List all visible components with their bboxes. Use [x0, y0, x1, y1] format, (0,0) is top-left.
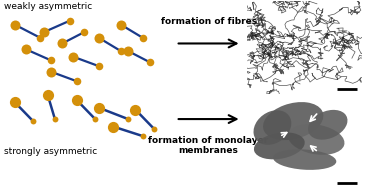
Point — [125, 118, 131, 121]
Point — [96, 65, 102, 68]
Point — [140, 135, 146, 138]
Point — [96, 106, 102, 109]
Point — [111, 125, 116, 128]
Point — [70, 55, 76, 58]
Point — [147, 61, 153, 64]
Point — [37, 36, 43, 39]
Ellipse shape — [288, 124, 344, 155]
Point — [48, 59, 54, 62]
Point — [23, 48, 29, 51]
Point — [132, 108, 138, 111]
Point — [96, 36, 102, 39]
Point — [74, 80, 80, 83]
Point — [67, 19, 72, 22]
Point — [118, 50, 124, 53]
Point — [59, 42, 65, 45]
Ellipse shape — [263, 102, 323, 140]
Text: weakly asymmetric: weakly asymmetric — [4, 2, 92, 11]
Point — [41, 31, 47, 34]
Ellipse shape — [254, 110, 291, 145]
Point — [52, 118, 58, 121]
Point — [12, 101, 18, 104]
Ellipse shape — [254, 132, 305, 159]
Point — [140, 36, 146, 39]
Point — [125, 50, 131, 53]
Point — [48, 70, 54, 73]
Text: strongly asymmetric: strongly asymmetric — [4, 147, 97, 156]
Point — [30, 119, 36, 122]
Point — [81, 31, 87, 34]
Point — [45, 93, 51, 96]
Point — [12, 23, 18, 26]
Ellipse shape — [308, 110, 347, 140]
Point — [118, 23, 124, 26]
Point — [92, 118, 98, 121]
Text: formation of monolayer
membranes: formation of monolayer membranes — [149, 136, 269, 156]
Point — [74, 99, 80, 102]
Text: formation of fibres: formation of fibres — [161, 17, 257, 26]
Point — [151, 127, 157, 130]
Ellipse shape — [273, 149, 336, 170]
